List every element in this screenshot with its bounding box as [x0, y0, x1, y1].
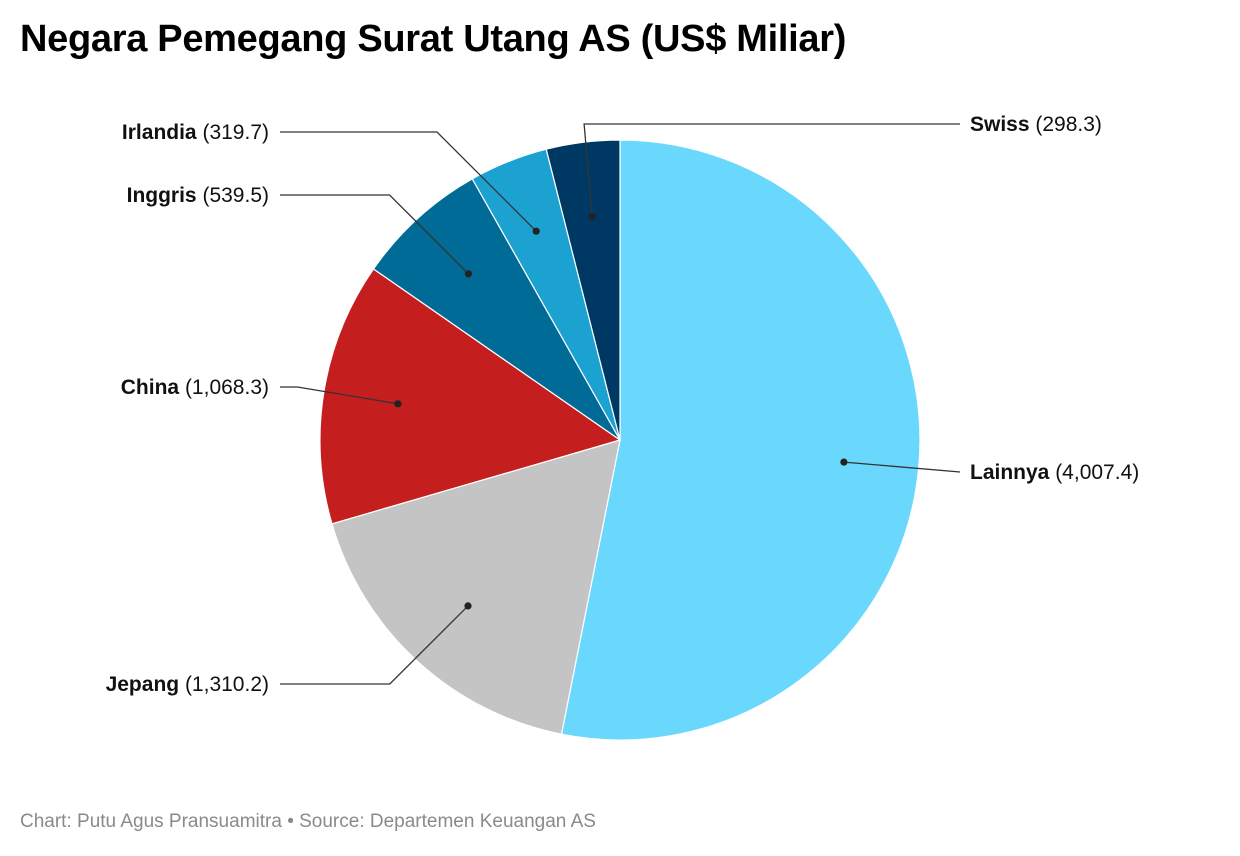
slice-label-name: Inggris	[127, 184, 197, 207]
slice-label-inggris: Inggris (539.5)	[127, 184, 269, 207]
pie-slice-jepang	[331, 439, 621, 735]
leader-line-swiss	[583, 123, 960, 217]
leader-dot-jepang	[464, 602, 472, 610]
chart-footer: Chart: Putu Agus Pransuamitra • Source: …	[20, 811, 596, 832]
chart-title: Negara Pemegang Surat Utang AS (US$ Mili…	[20, 18, 847, 60]
leader-line-irlandia	[280, 131, 537, 232]
slice-label-name: Jepang	[106, 673, 180, 696]
leader-dot-china	[394, 400, 402, 408]
leader-dot-swiss	[588, 213, 596, 221]
leader-line-china	[280, 386, 399, 405]
pie-slice-inggris	[372, 178, 621, 441]
leader-line-jepang	[280, 605, 469, 685]
slice-label-name: China	[121, 376, 180, 399]
leader-dot-lainnya	[840, 458, 848, 466]
pie-slice-swiss	[545, 139, 621, 441]
slice-label-swiss: Swiss (298.3)	[970, 113, 1102, 136]
slice-label-jepang: Jepang (1,310.2)	[106, 673, 269, 696]
slice-label-china: China (1,068.3)	[121, 376, 269, 399]
slice-label-lainnya: Lainnya (4,007.4)	[970, 461, 1139, 484]
slice-label-name: Swiss	[970, 113, 1030, 136]
slice-label-value: (539.5)	[197, 184, 269, 207]
slice-label-value: (1,068.3)	[179, 376, 269, 399]
slice-label-value: (4,007.4)	[1049, 461, 1139, 484]
slice-label-name: Irlandia	[122, 121, 197, 144]
leader-line-inggris	[280, 194, 469, 275]
pie-labels: Lainnya (4,007.4) Jepang (1,310.2) China (…	[106, 113, 1140, 696]
slice-label-name: Lainnya	[970, 461, 1050, 484]
pie-slices	[319, 139, 921, 741]
slice-label-irlandia: Irlandia (319.7)	[122, 121, 269, 144]
slice-label-value: (1,310.2)	[179, 673, 269, 696]
pie-slice-lainnya	[560, 139, 921, 741]
slice-label-value: (298.3)	[1030, 113, 1102, 136]
slice-label-value: (319.7)	[197, 121, 269, 144]
leader-line-lainnya	[843, 461, 961, 473]
leader-dot-irlandia	[532, 227, 540, 235]
leader-dot-inggris	[464, 270, 472, 278]
